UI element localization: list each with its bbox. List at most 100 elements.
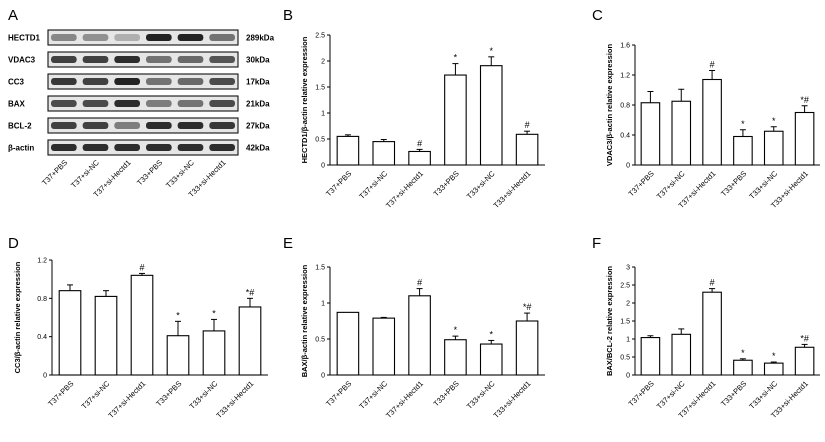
bar: [515, 133, 539, 166]
blot-size-label: 30kDa: [246, 56, 270, 65]
blot-band: [82, 56, 109, 63]
y-tick-label: 0: [43, 373, 47, 380]
y-tick-label: 1.6: [620, 43, 630, 50]
blot-protein-label: BAX: [8, 100, 26, 109]
y-tick-label: 1.5: [315, 85, 325, 92]
x-category-label: T33+PBS: [432, 169, 461, 198]
blot-band: [51, 78, 77, 85]
blot-band: [177, 78, 204, 85]
bar: [202, 330, 226, 376]
x-category-label: T33+si-NC: [188, 379, 220, 411]
blot-band: [114, 122, 140, 129]
blot-band: [209, 34, 235, 41]
y-tick-label: 0: [626, 163, 630, 170]
y-tick-label: 1: [321, 111, 325, 118]
bar: [671, 333, 692, 376]
y-tick-label: 0.5: [315, 337, 325, 344]
significance-mark: *: [454, 53, 458, 63]
blot-band: [51, 56, 77, 63]
x-category-label: T33+PBS: [154, 379, 183, 408]
y-tick-label: 1: [321, 301, 325, 308]
bar: [372, 141, 396, 166]
blot-lane-label: T33+si-NC: [164, 158, 196, 190]
y-tick-label: 3: [626, 265, 630, 272]
blot-band: [82, 122, 109, 129]
panel-letter: F: [592, 235, 601, 252]
significance-mark: *: [741, 119, 745, 129]
blot-size-label: 42kDa: [246, 144, 270, 153]
bar: [515, 320, 539, 376]
blot-strip: [47, 29, 239, 46]
significance-mark: *: [489, 329, 493, 339]
bar: [479, 65, 503, 166]
y-axis-title: BAX/BCL-2 relative expression: [605, 266, 614, 376]
y-tick-label: 2: [321, 59, 325, 66]
bar: [763, 130, 784, 166]
chart-panel-e: E 0 0.5 1 1.5 BAX/β-actin relative expression…: [283, 235, 545, 420]
panel-letter: E: [283, 235, 293, 252]
significance-mark: *#: [523, 302, 532, 312]
bar: [336, 311, 360, 376]
panel-letter: B: [283, 7, 293, 24]
blot-band: [209, 144, 235, 151]
bar: [372, 317, 396, 376]
significance-mark: *: [772, 351, 776, 361]
significance-mark: #: [139, 262, 144, 272]
significance-mark: *#: [800, 95, 809, 105]
bar: [444, 74, 467, 166]
x-category-label: T37+PBS: [324, 379, 353, 408]
blot-protein-label: CC3: [8, 78, 25, 87]
x-category-label: T37+si-NC: [655, 379, 687, 411]
significance-mark: *: [212, 308, 216, 318]
bar-charts: B 0 0.5 1 1.5 2 2.5 HECTD1/β-actin relative exp…: [8, 7, 820, 420]
blot-size-label: 27kDa: [246, 122, 270, 131]
blot-band: [82, 144, 109, 151]
blot-strip: [47, 51, 239, 68]
bar: [408, 150, 431, 166]
blot-band: [209, 56, 235, 63]
x-category-label: T37+si-Hectd1: [106, 379, 147, 420]
blot-band: [82, 78, 109, 85]
chart-panel-f: F 0 0.5 1 1.5 2 2.5 3 BAX/BCL-2 relative express…: [592, 235, 820, 420]
blot-lane-label: T37+si-NC: [69, 158, 101, 190]
blot-band: [177, 56, 204, 63]
bar: [763, 362, 784, 376]
chart-panel-d: D 0 0.4 0.8 1.2 CC3/β-actin relative expressi…: [8, 235, 268, 420]
y-axis-title: HECTD1/β-actin relative expression: [300, 36, 309, 163]
x-category-label: T33+PBS: [719, 169, 748, 198]
y-axis-title: CC3/β-actin relative expression: [13, 261, 22, 373]
blot-band: [209, 100, 235, 107]
blot-band: [146, 122, 172, 129]
bar: [640, 337, 661, 376]
blot-band: [114, 144, 140, 151]
x-category-label: T37+PBS: [627, 169, 656, 198]
western-blot-panel: A HECTD1 289kDa VDAC3 30kDa CC3 17kDa BAX 21kDa B…: [8, 7, 275, 199]
blot-protein-label: BCL-2: [8, 122, 32, 131]
blot-protein-label: HECTD1: [8, 34, 41, 43]
y-axis-title: BAX/β-actin relative expression: [300, 264, 309, 377]
x-category-label: T33+PBS: [432, 379, 461, 408]
x-category-label: T37+si-NC: [357, 169, 389, 201]
x-category-label: T33+si-Hectd1: [491, 169, 532, 210]
x-category-label: T33+si-Hectd1: [214, 379, 255, 420]
x-category-label: T37+si-Hectd1: [384, 379, 425, 420]
x-category-label: T33+PBS: [719, 379, 748, 408]
blot-band: [209, 122, 235, 129]
blot-band: [146, 100, 172, 107]
blot-protein-label: β-actin: [8, 144, 34, 153]
panel-letter: C: [592, 7, 603, 24]
blot-size-label: 289kDa: [246, 34, 275, 43]
bar: [166, 335, 190, 376]
blot-lane-label: T37+PBS: [40, 158, 69, 187]
bar: [94, 295, 118, 376]
blot-band: [146, 78, 172, 85]
significance-mark: #: [417, 278, 422, 288]
bar: [733, 359, 753, 376]
bar: [671, 100, 692, 166]
bar: [130, 274, 154, 376]
bar: [702, 291, 722, 376]
x-category-label: T33+si-NC: [747, 379, 779, 411]
y-axis-title: VDAC3/β-actin relative expression: [605, 44, 614, 167]
bar: [238, 306, 262, 376]
